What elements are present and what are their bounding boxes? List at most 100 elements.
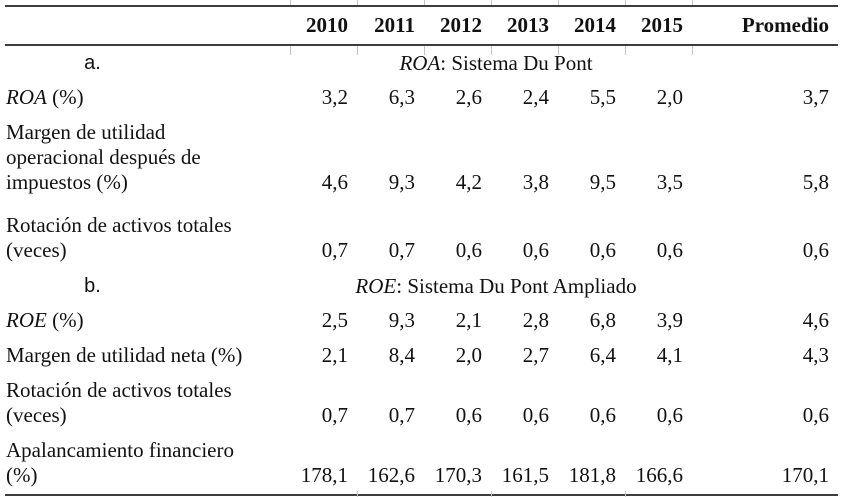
cell-value: 0,7: [321, 238, 348, 262]
cell-value: 2,4: [522, 85, 549, 109]
cell-value: 162,6: [367, 463, 415, 487]
cell-value: 4,6: [321, 170, 348, 194]
section-title-text: : Sistema Du Pont: [440, 51, 593, 75]
row-label: Rotación de activos totales (veces): [6, 378, 232, 427]
grid-tick: [357, 0, 358, 5]
year-column-header: 2010: [295, 6, 362, 46]
cell-value-average: 0,6: [802, 403, 829, 427]
cell-value: 170,3: [434, 463, 482, 487]
cell-value: 6,8: [589, 308, 616, 332]
cell-value: 178,1: [300, 463, 348, 487]
section-title-acronym: ROE: [355, 274, 397, 298]
year-column-header: 2015: [630, 6, 697, 46]
row-label-acronym: ROE: [6, 308, 47, 332]
cell-value: 2,8: [522, 308, 549, 332]
cell-value: 0,6: [522, 403, 549, 427]
cell-value: 3,2: [321, 85, 348, 109]
cell-value: 2,6: [455, 85, 482, 109]
row-label: Margen de utilidad neta (%): [6, 343, 243, 367]
row-label: Margen de utilidad operacional después d…: [6, 120, 201, 194]
cell-value-average: 0,6: [802, 238, 829, 262]
empty-cell: [697, 269, 838, 304]
section-a-row: a. ROA: Sistema Du Pont: [5, 45, 838, 81]
table-row: ROE (%) 2,5 9,3 2,1 2,8 6,8 3,9 4,6: [5, 304, 838, 339]
section-title-acronym: ROA: [399, 51, 441, 75]
table-row: Rotación de activos totales (veces) 0,7 …: [5, 374, 838, 434]
cell-value: 0,6: [589, 403, 616, 427]
cell-value: 0,6: [589, 238, 616, 262]
section-title: ROE: Sistema Du Pont Ampliado: [295, 269, 697, 304]
cell-value: 166,6: [635, 463, 683, 487]
grid-tick: [558, 46, 559, 55]
corner-cell: [5, 6, 295, 46]
table-row: Apalancamiento financiero (%) 178,1 162,…: [5, 434, 838, 495]
grid-tick: [491, 0, 492, 5]
section-marker: b.: [84, 275, 101, 297]
cell-value: 6,3: [388, 85, 415, 109]
row-label: ROE (%): [5, 304, 295, 339]
row-label-text: (%): [46, 308, 84, 332]
section-b-row: b. ROE: Sistema Du Pont Ampliado: [5, 269, 838, 304]
row-label: ROA (%): [5, 81, 295, 116]
cell-value: 9,3: [388, 308, 415, 332]
cell-value-average: 3,7: [802, 85, 829, 109]
row-label: Rotación de activos totales (veces): [6, 213, 232, 262]
cell-value: 161,5: [501, 463, 549, 487]
table-row: ROA (%) 3,2 6,3 2,6 2,4 5,5 2,0 3,7: [5, 81, 838, 116]
cell-value: 5,5: [589, 85, 616, 109]
cell-value: 0,6: [656, 238, 683, 262]
cell-value: 9,5: [589, 170, 616, 194]
grid-tick: [625, 491, 626, 497]
grid-tick: [692, 46, 693, 55]
cell-value: 8,4: [388, 343, 415, 367]
header-row: 2010 2011 2012 2013 2014 2015 Promedio: [5, 6, 838, 46]
cell-value: 2,0: [656, 85, 683, 109]
cell-value: 0,6: [455, 238, 482, 262]
cell-value: 181,8: [568, 463, 616, 487]
cell-value: 2,5: [321, 308, 348, 332]
cell-value: 2,1: [455, 308, 482, 332]
section-title-text: : Sistema Du Pont Ampliado: [396, 274, 637, 298]
cell-value: 4,1: [656, 343, 683, 367]
empty-cell: [697, 45, 838, 81]
cell-value: 0,7: [321, 403, 348, 427]
grid-tick: [424, 0, 425, 5]
grid-tick: [692, 0, 693, 5]
grid-tick: [424, 46, 425, 55]
grid-tick: [290, 46, 291, 55]
year-column-header: 2013: [496, 6, 563, 46]
cell-value: 2,1: [321, 343, 348, 367]
grid-tick: [357, 491, 358, 497]
dupont-ratios-table: 2010 2011 2012 2013 2014 2015 Promedio a…: [5, 5, 838, 496]
cell-value: 0,6: [656, 403, 683, 427]
table-row: Rotación de activos totales (veces) 0,7 …: [5, 201, 838, 269]
section-title: ROA: Sistema Du Pont: [295, 45, 697, 81]
grid-tick: [357, 46, 358, 55]
row-label: Apalancamiento financiero (%): [6, 438, 234, 487]
year-column-header: 2014: [563, 6, 630, 46]
cell-value: 0,7: [388, 403, 415, 427]
table-row: Margen de utilidad neta (%) 2,1 8,4 2,0 …: [5, 339, 838, 374]
cell-value: 2,0: [455, 343, 482, 367]
cell-value-average: 5,8: [802, 170, 829, 194]
row-label-text: (%): [46, 85, 84, 109]
cell-value-average: 4,6: [802, 308, 829, 332]
cell-value: 0,6: [455, 403, 482, 427]
cell-value: 3,9: [656, 308, 683, 332]
cell-value: 0,7: [388, 238, 415, 262]
cell-value: 4,2: [455, 170, 482, 194]
cell-value: 0,6: [522, 238, 549, 262]
year-column-header: 2012: [429, 6, 496, 46]
grid-tick: [491, 491, 492, 497]
cell-value-average: 4,3: [802, 343, 829, 367]
grid-tick: [625, 46, 626, 55]
year-column-header: 2011: [362, 6, 429, 46]
cell-value: 2,7: [522, 343, 549, 367]
average-column-header: Promedio: [697, 6, 838, 46]
grid-tick: [625, 0, 626, 5]
cell-value: 3,5: [656, 170, 683, 194]
grid-tick: [491, 46, 492, 55]
cell-value: 6,4: [589, 343, 616, 367]
section-marker: a.: [84, 52, 101, 74]
row-label-acronym: ROA: [6, 85, 47, 109]
